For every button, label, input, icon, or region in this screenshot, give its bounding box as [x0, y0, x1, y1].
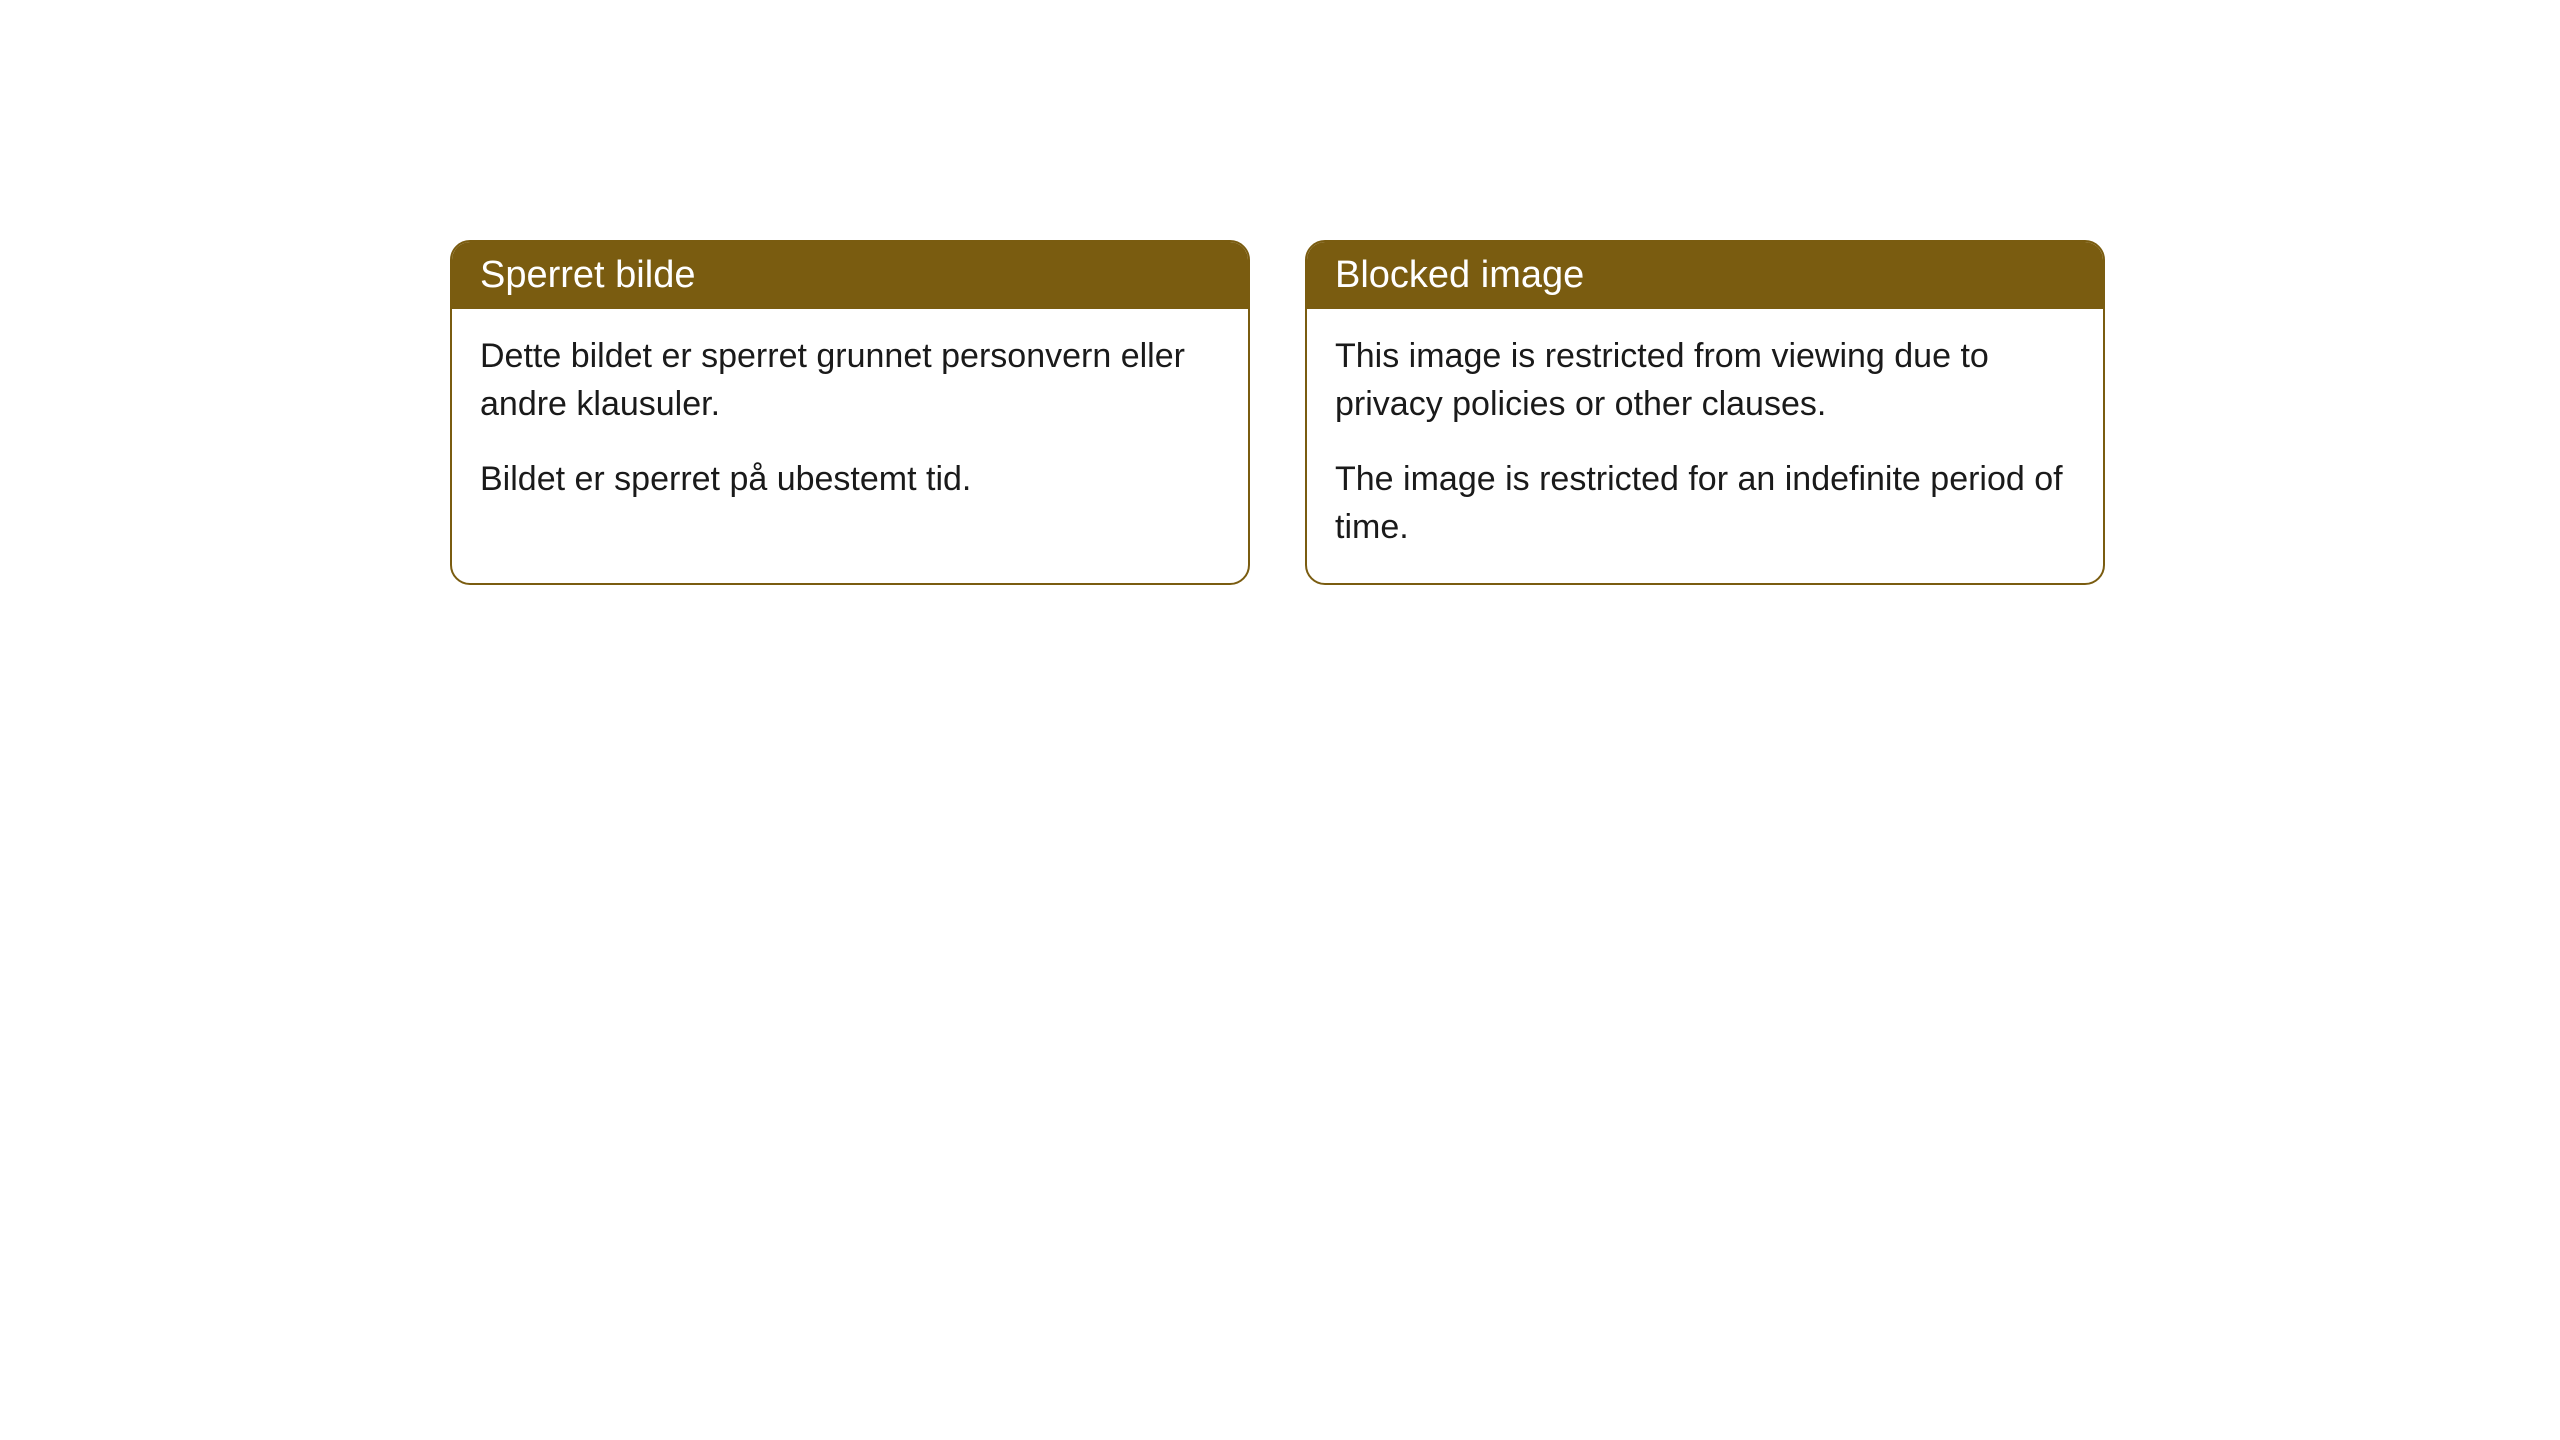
blocked-image-card-en: Blocked image This image is restricted f… [1305, 240, 2105, 585]
info-cards-container: Sperret bilde Dette bildet er sperret gr… [450, 240, 2560, 585]
card-paragraph-1-no: Dette bildet er sperret grunnet personve… [480, 333, 1220, 428]
card-paragraph-2-en: The image is restricted for an indefinit… [1335, 456, 2075, 551]
card-title-no: Sperret bilde [480, 254, 695, 296]
card-body-no: Dette bildet er sperret grunnet personve… [452, 309, 1248, 536]
card-paragraph-2-no: Bildet er sperret på ubestemt tid. [480, 456, 1220, 504]
card-header-en: Blocked image [1307, 242, 2103, 309]
card-header-no: Sperret bilde [452, 242, 1248, 309]
card-body-en: This image is restricted from viewing du… [1307, 309, 2103, 583]
blocked-image-card-no: Sperret bilde Dette bildet er sperret gr… [450, 240, 1250, 585]
card-paragraph-1-en: This image is restricted from viewing du… [1335, 333, 2075, 428]
card-title-en: Blocked image [1335, 254, 1584, 296]
